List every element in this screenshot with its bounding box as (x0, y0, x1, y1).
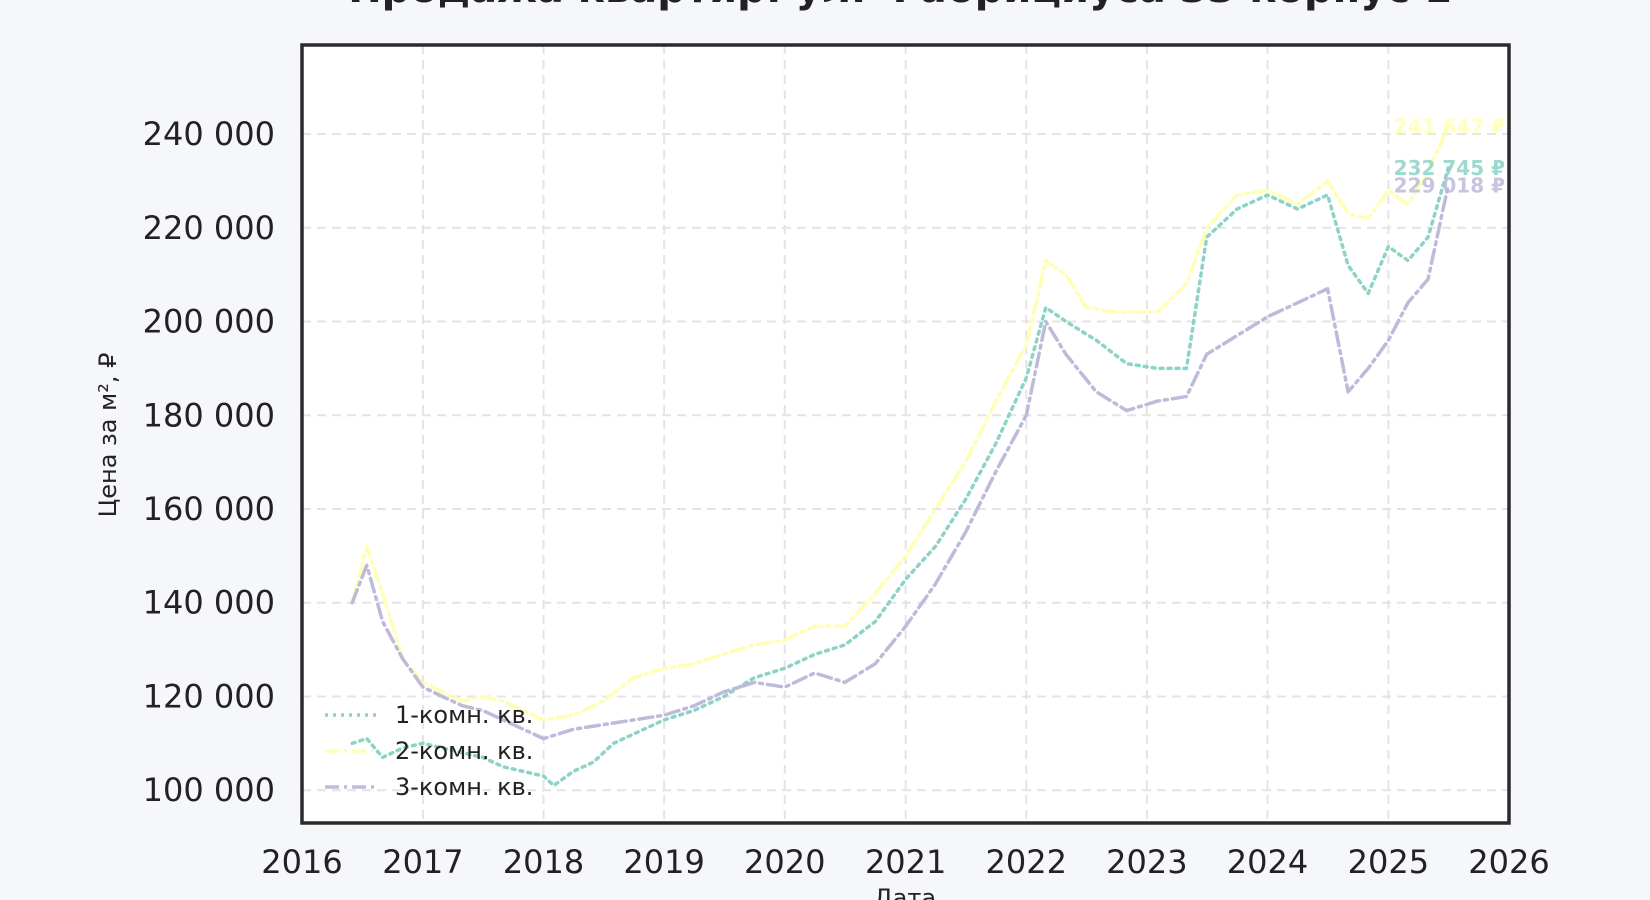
legend-item-label: 2-комн. кв. (395, 737, 533, 765)
legend-item-label: 1-комн. кв. (395, 701, 533, 729)
y-tick-label: 240 000 (143, 115, 275, 153)
series-line (350, 124, 1450, 722)
series-end-label: 229 018 ₽ (1394, 174, 1505, 198)
series-end-label: 241 647 ₽ (1394, 114, 1505, 138)
y-tick-label: 200 000 (143, 303, 275, 341)
x-tick-label: 2020 (744, 843, 825, 881)
legend: 1-комн. кв. 2-комн. кв. 3-комн. кв. (325, 701, 533, 801)
y-tick-label: 160 000 (143, 490, 275, 528)
x-tick-label: 2026 (1468, 843, 1549, 881)
x-tick-label: 2016 (261, 843, 342, 881)
y-axis-label: Цена за м², ₽ (94, 353, 122, 518)
x-tick-label: 2017 (382, 843, 463, 881)
series-end-label: 232 745 ₽ (1394, 156, 1505, 180)
x-tick-label: 2021 (865, 843, 946, 881)
x-tick-label: 2022 (986, 843, 1067, 881)
end-labels: 232 745 ₽ 241 647 ₽ 229 018 ₽ (1394, 114, 1505, 197)
y-tick-label: 100 000 (143, 771, 275, 809)
plot-frame (300, 43, 1511, 825)
y-tick-label: 140 000 (143, 584, 275, 622)
y-axis-ticks: 100 000 120 000 140 000 160 000 180 000 200 0… (143, 115, 275, 809)
series-line (350, 166, 1450, 788)
series-line (350, 183, 1450, 741)
series-lines (350, 124, 1450, 788)
y-tick-label: 120 000 (143, 677, 275, 715)
x-tick-label: 2018 (503, 843, 584, 881)
x-tick-label: 2023 (1106, 843, 1187, 881)
x-tick-label: 2019 (623, 843, 704, 881)
y-tick-label: 180 000 (143, 396, 275, 434)
y-tick-label: 220 000 (143, 209, 275, 247)
x-axis-label: Дата (874, 884, 936, 900)
chart-title: Продажа квартир: ул. Фабрициуса 33 корпу… (348, 0, 1452, 12)
x-axis-ticks: 2016 2017 2018 2019 2020 2021 2022 2023 2024 2025… (261, 843, 1549, 881)
x-tick-label: 2025 (1348, 843, 1429, 881)
x-tick-label: 2024 (1227, 843, 1308, 881)
legend-item-label: 3-комн. кв. (395, 773, 533, 801)
